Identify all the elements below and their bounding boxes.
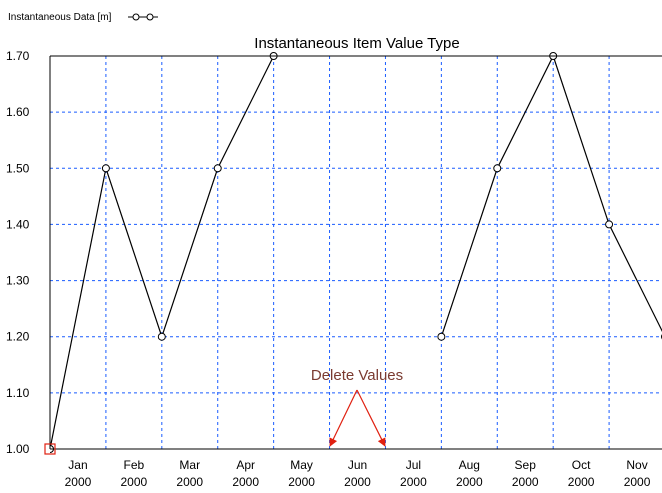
arrow [356,389,386,447]
arrow [329,389,358,447]
marker [157,332,166,341]
x-tick-label: 2000 [624,475,651,489]
x-tick-label: 2000 [176,475,203,489]
x-tick-label: Feb [124,458,145,472]
y-tick-label: 1.20 [6,330,30,344]
x-tick-label: May [290,458,313,472]
x-tick-label: Oct [572,458,591,472]
marker [437,332,446,341]
marker [101,164,110,173]
x-tick-label: Sep [515,458,537,472]
legend-marker [146,13,154,21]
x-tick-label: Nov [626,458,647,472]
y-tick-label: 1.00 [6,442,30,456]
legend-marker [132,13,140,21]
y-tick-label: 1.30 [6,274,30,288]
x-tick-label: 2000 [400,475,427,489]
x-tick-label: Jan [68,458,87,472]
y-tick-label: 1.50 [6,161,30,175]
x-tick-label: Jul [406,458,421,472]
marker [493,164,502,173]
y-tick-label: 1.70 [6,49,30,63]
x-tick-label: 2000 [456,475,483,489]
x-tick-label: Apr [236,458,255,472]
x-tick-label: 2000 [232,475,259,489]
selection [44,443,56,455]
marker [605,220,614,229]
x-tick-label: 2000 [288,475,315,489]
y-tick-label: 1.40 [6,217,30,231]
line [50,54,662,450]
x-tick-label: Jun [348,458,367,472]
chart-title: Instantaneous Item Value Type [254,35,459,52]
x-tick-label: Mar [179,458,200,472]
y-tick-label: 1.60 [6,105,30,119]
x-tick-label: Aug [459,458,480,472]
annotation: Delete Values [311,367,403,384]
legend-symbol [128,13,158,21]
plot-area [50,52,662,453]
marker [213,164,222,173]
y-tick-label: 1.10 [6,386,30,400]
x-tick-label: 2000 [512,475,539,489]
legend-label: Instantaneous Data [m] [8,12,112,23]
x-tick-label: 2000 [568,475,595,489]
x-tick-label: 2000 [65,475,92,489]
x-tick-label: 2000 [344,475,371,489]
x-tick-label: 2000 [121,475,148,489]
